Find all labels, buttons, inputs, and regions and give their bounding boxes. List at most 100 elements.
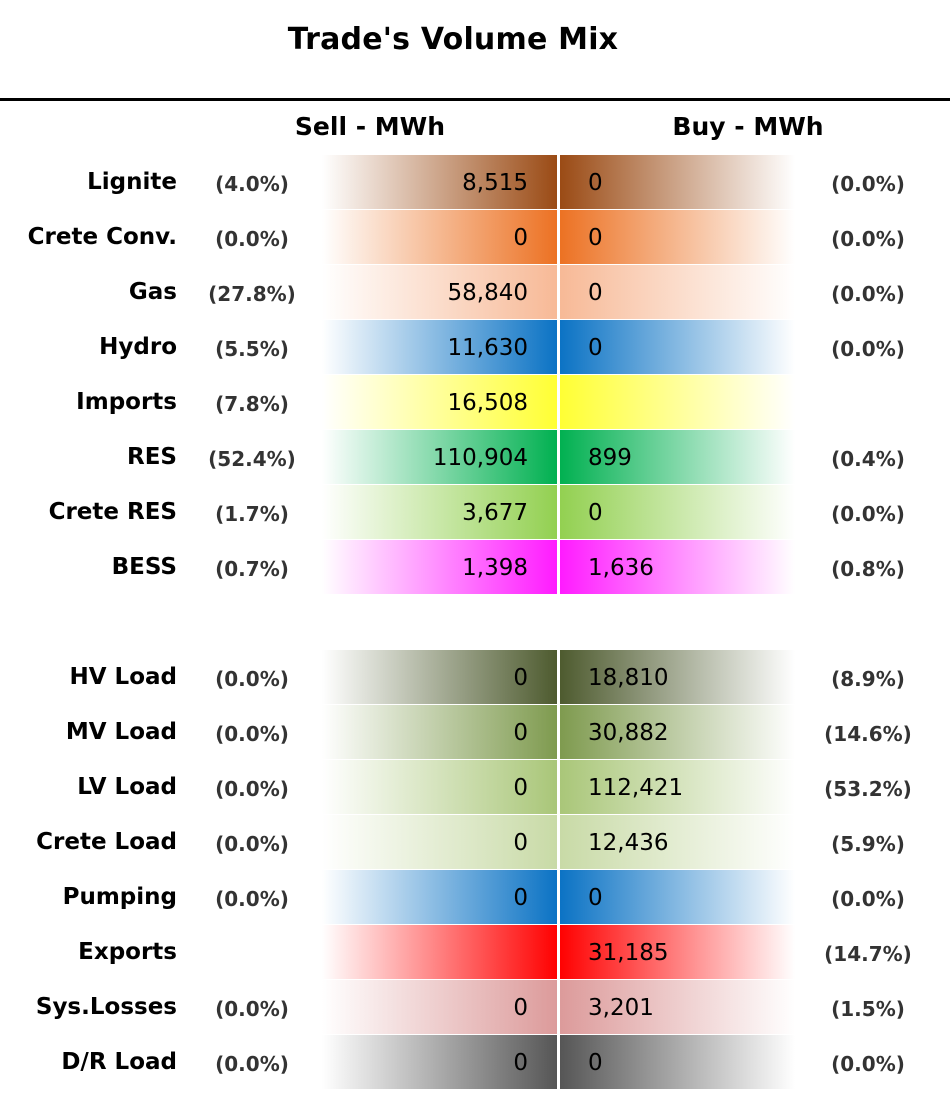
sell-bar (322, 925, 558, 979)
row-label: Crete Conv. (27, 224, 177, 250)
buy-bar (559, 1035, 795, 1089)
sell-percentage (192, 925, 312, 979)
buy-percentage: (1.5%) (831, 997, 905, 1021)
buy-percentage: (0.8%) (831, 557, 905, 581)
buy-value: 0 (588, 225, 603, 251)
table-row: Crete Load (0.0%) 0 12,436 (5.9%) (0, 815, 950, 869)
row-label: D/R Load (61, 1049, 177, 1075)
buy-percentage: (53.2%) (824, 777, 912, 801)
buy-bar (559, 430, 795, 484)
table-row: D/R Load (0.0%) 0 0 (0.0%) (0, 1035, 950, 1089)
table-row: Crete Conv. (0.0%) 0 0 (0.0%) (0, 210, 950, 264)
sell-value: 3,677 (462, 500, 528, 526)
sell-value: 0 (513, 720, 528, 746)
sell-bar (322, 320, 558, 374)
sell-value: 16,508 (447, 390, 528, 416)
buy-value: 31,185 (588, 940, 669, 966)
sell-percentage: (0.0%) (215, 722, 289, 746)
buy-bar (559, 485, 795, 539)
buy-percentage: (0.0%) (831, 172, 905, 196)
row-label: HV Load (69, 664, 178, 690)
row-label: Lignite (87, 169, 177, 195)
buy-percentage: (0.0%) (831, 887, 905, 911)
row-label: RES (127, 444, 177, 470)
buy-bar (559, 925, 795, 979)
title-rule (0, 98, 950, 101)
buy-value: 30,882 (588, 720, 669, 746)
row-label: Exports (78, 939, 177, 965)
row-label: Crete RES (48, 499, 177, 525)
table-row: Crete RES (1.7%) 3,677 0 (0.0%) (0, 485, 950, 539)
sell-bar (322, 650, 558, 704)
table-row: Imports (7.8%) 16,508 (0, 375, 950, 429)
buy-value: 12,436 (588, 830, 669, 856)
sell-bar (322, 210, 558, 264)
sell-value: 0 (513, 995, 528, 1021)
buy-percentage: (8.9%) (831, 667, 905, 691)
buy-percentage: (0.0%) (831, 282, 905, 306)
buy-bar (559, 980, 795, 1034)
buy-value: 899 (588, 445, 632, 471)
center-divider (557, 155, 560, 594)
buy-value: 0 (588, 1050, 603, 1076)
table-row: Hydro (5.5%) 11,630 0 (0.0%) (0, 320, 950, 374)
buy-bar (559, 705, 795, 759)
row-label: Pumping (62, 884, 177, 910)
sell-bar (322, 705, 558, 759)
buy-bar (559, 320, 795, 374)
buy-value: 0 (588, 885, 603, 911)
sell-bar (322, 430, 558, 484)
sell-value: 8,515 (462, 170, 528, 196)
buy-bar (559, 760, 795, 814)
chart-title: Trade's Volume Mix (287, 22, 619, 57)
sell-value: 0 (513, 1050, 528, 1076)
sell-bar (322, 155, 558, 209)
row-label: Sys.Losses (35, 994, 177, 1020)
buy-value: 0 (588, 170, 603, 196)
sell-percentage: (4.0%) (215, 172, 289, 196)
sell-percentage: (27.8%) (208, 282, 296, 306)
row-label: LV Load (77, 774, 177, 800)
buy-percentage: (14.7%) (824, 942, 912, 966)
sell-percentage: (0.0%) (215, 777, 289, 801)
buy-value: 0 (588, 500, 603, 526)
row-label: MV Load (65, 719, 177, 745)
sell-value: 58,840 (447, 280, 528, 306)
table-row: Sys.Losses (0.0%) 0 3,201 (1.5%) (0, 980, 950, 1034)
buy-percentage: (0.0%) (831, 227, 905, 251)
table-row: Pumping (0.0%) 0 0 (0.0%) (0, 870, 950, 924)
table-row: Gas (27.8%) 58,840 0 (0.0%) (0, 265, 950, 319)
sell-value: 0 (513, 665, 528, 691)
buy-bar (559, 650, 795, 704)
table-row: Exports 31,185 (14.7%) (0, 925, 950, 979)
sell-value: 0 (513, 830, 528, 856)
table-row: BESS (0.7%) 1,398 1,636 (0.8%) (0, 540, 950, 594)
buy-percentage: (0.0%) (831, 502, 905, 526)
sell-percentage: (0.7%) (215, 557, 289, 581)
table-row: LV Load (0.0%) 0 112,421 (53.2%) (0, 760, 950, 814)
table-row: MV Load (0.0%) 0 30,882 (14.6%) (0, 705, 950, 759)
buy-bar (559, 155, 795, 209)
row-label: BESS (111, 554, 177, 580)
buy-column-header: Buy - MWh (672, 112, 824, 141)
buy-bar (559, 870, 795, 924)
sell-percentage: (0.0%) (215, 1052, 289, 1076)
sell-percentage: (1.7%) (215, 502, 289, 526)
sell-percentage: (0.0%) (215, 832, 289, 856)
sell-bar (322, 870, 558, 924)
row-label: Imports (76, 389, 177, 415)
sell-bar (322, 540, 558, 594)
sell-bar (322, 375, 558, 429)
table-row: RES (52.4%) 110,904 899 (0.4%) (0, 430, 950, 484)
row-label: Crete Load (36, 829, 177, 855)
sell-percentage: (7.8%) (215, 392, 289, 416)
buy-value: 0 (588, 335, 603, 361)
buy-value: 18,810 (588, 665, 669, 691)
sell-percentage: (0.0%) (215, 227, 289, 251)
sell-bar (322, 265, 558, 319)
buy-value: 0 (588, 280, 603, 306)
table-row: HV Load (0.0%) 0 18,810 (8.9%) (0, 650, 950, 704)
sell-column-header: Sell - MWh (294, 112, 446, 141)
buy-bar (559, 210, 795, 264)
buy-percentage: (0.0%) (831, 337, 905, 361)
